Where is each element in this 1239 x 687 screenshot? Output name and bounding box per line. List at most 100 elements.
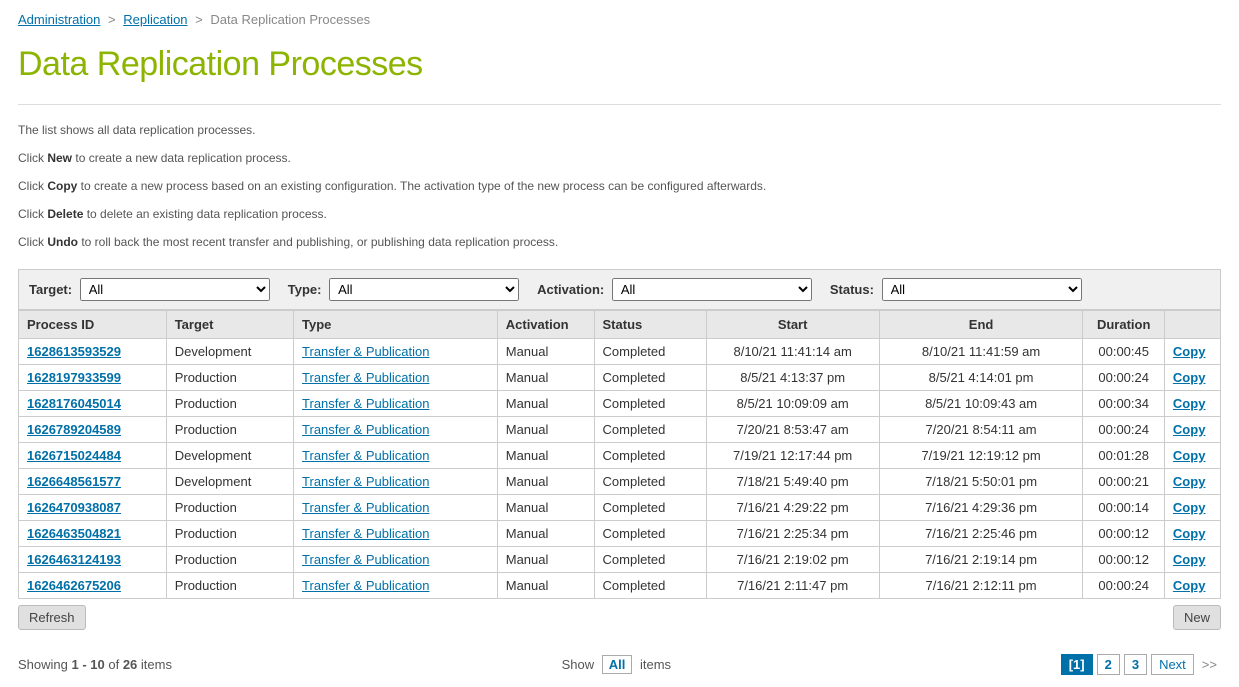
- col-copy: [1164, 311, 1220, 339]
- process-id-link[interactable]: 1626789204589: [27, 422, 121, 437]
- type-link[interactable]: Transfer & Publication: [302, 448, 429, 463]
- process-id-link[interactable]: 1626462675206: [27, 578, 121, 593]
- help-line5: Click Undo to roll back the most recent …: [18, 233, 1221, 251]
- page-1[interactable]: [1]: [1061, 654, 1093, 675]
- cell-duration: 00:00:45: [1083, 339, 1164, 365]
- process-table: Process ID Target Type Activation Status…: [18, 310, 1221, 599]
- table-row: 1626463124193 Production Transfer & Public…: [19, 547, 1221, 573]
- cell-start: 7/16/21 2:11:47 pm: [706, 573, 879, 599]
- cell-status: Completed: [594, 521, 706, 547]
- copy-link[interactable]: Copy: [1173, 474, 1206, 489]
- breadcrumb: Administration > Replication > Data Repl…: [18, 12, 1221, 27]
- breadcrumb-administration[interactable]: Administration: [18, 12, 100, 27]
- type-link[interactable]: Transfer & Publication: [302, 422, 429, 437]
- type-link[interactable]: Transfer & Publication: [302, 552, 429, 567]
- process-id-link[interactable]: 1626463504821: [27, 526, 121, 541]
- copy-link[interactable]: Copy: [1173, 396, 1206, 411]
- cell-start: 8/10/21 11:41:14 am: [706, 339, 879, 365]
- cell-start: 7/18/21 5:49:40 pm: [706, 469, 879, 495]
- copy-link[interactable]: Copy: [1173, 552, 1206, 567]
- cell-end: 8/5/21 10:09:43 am: [879, 391, 1083, 417]
- process-id-link[interactable]: 1626715024484: [27, 448, 121, 463]
- col-end[interactable]: End: [879, 311, 1083, 339]
- cell-duration: 00:01:28: [1083, 443, 1164, 469]
- cell-duration: 00:00:24: [1083, 365, 1164, 391]
- table-row: 1628176045014ProductionTransfer & Public…: [19, 391, 1221, 417]
- process-id-link[interactable]: 1626648561577: [27, 474, 121, 489]
- page-3[interactable]: 3: [1124, 654, 1147, 675]
- cell-start: 7/20/21 8:53:47 am: [706, 417, 879, 443]
- refresh-button[interactable]: Refresh: [18, 605, 86, 630]
- filter-type-select[interactable]: All: [329, 278, 519, 301]
- cell-target: Development: [166, 469, 293, 495]
- cell-activation: Manual: [497, 417, 594, 443]
- breadcrumb-sep: >: [108, 12, 116, 27]
- process-id-link[interactable]: 1626470938087: [27, 500, 121, 515]
- help-text: The list shows all data replication proc…: [18, 121, 1221, 251]
- process-id-link[interactable]: 1628176045014: [27, 396, 121, 411]
- cell-status: Completed: [594, 443, 706, 469]
- filter-status-select[interactable]: All: [882, 278, 1082, 301]
- show-per-page: Show All items: [562, 655, 671, 674]
- type-link[interactable]: Transfer & Publication: [302, 474, 429, 489]
- help-line3: Click Copy to create a new process based…: [18, 177, 1221, 195]
- process-id-link[interactable]: 1628613593529: [27, 344, 121, 359]
- cell-activation: Manual: [497, 365, 594, 391]
- page-next[interactable]: Next: [1151, 654, 1194, 675]
- filter-status-label: Status:: [830, 282, 874, 297]
- filter-activation-label: Activation:: [537, 282, 604, 297]
- filter-activation-select[interactable]: All: [612, 278, 812, 301]
- page-last[interactable]: >>: [1198, 655, 1221, 674]
- cell-end: 8/10/21 11:41:59 am: [879, 339, 1083, 365]
- cell-activation: Manual: [497, 391, 594, 417]
- col-target[interactable]: Target: [166, 311, 293, 339]
- col-status[interactable]: Status: [594, 311, 706, 339]
- col-activation[interactable]: Activation: [497, 311, 594, 339]
- type-link[interactable]: Transfer & Publication: [302, 344, 429, 359]
- col-process-id[interactable]: Process ID: [19, 311, 167, 339]
- copy-link[interactable]: Copy: [1173, 500, 1206, 515]
- type-link[interactable]: Transfer & Publication: [302, 526, 429, 541]
- type-link[interactable]: Transfer & Publication: [302, 500, 429, 515]
- copy-link[interactable]: Copy: [1173, 578, 1206, 593]
- cell-duration: 00:00:21: [1083, 469, 1164, 495]
- col-start[interactable]: Start: [706, 311, 879, 339]
- cell-target: Production: [166, 495, 293, 521]
- cell-start: 7/16/21 2:19:02 pm: [706, 547, 879, 573]
- new-button[interactable]: New: [1173, 605, 1221, 630]
- cell-end: 7/16/21 2:19:14 pm: [879, 547, 1083, 573]
- divider: [18, 104, 1221, 105]
- cell-duration: 00:00:24: [1083, 417, 1164, 443]
- process-id-link[interactable]: 1626463124193: [27, 552, 121, 567]
- cell-target: Production: [166, 521, 293, 547]
- copy-link[interactable]: Copy: [1173, 370, 1206, 385]
- show-select[interactable]: All: [602, 655, 633, 674]
- cell-status: Completed: [594, 469, 706, 495]
- cell-target: Production: [166, 547, 293, 573]
- breadcrumb-replication[interactable]: Replication: [123, 12, 187, 27]
- cell-start: 7/16/21 2:25:34 pm: [706, 521, 879, 547]
- cell-status: Completed: [594, 495, 706, 521]
- type-link[interactable]: Transfer & Publication: [302, 578, 429, 593]
- process-id-link[interactable]: 1628197933599: [27, 370, 121, 385]
- col-type[interactable]: Type: [294, 311, 498, 339]
- cell-status: Completed: [594, 391, 706, 417]
- page-2[interactable]: 2: [1097, 654, 1120, 675]
- copy-link[interactable]: Copy: [1173, 422, 1206, 437]
- cell-activation: Manual: [497, 339, 594, 365]
- showing-text: Showing 1 - 10 of 26 items: [18, 657, 172, 672]
- help-line2: Click New to create a new data replicati…: [18, 149, 1221, 167]
- copy-link[interactable]: Copy: [1173, 448, 1206, 463]
- cell-status: Completed: [594, 573, 706, 599]
- col-duration[interactable]: Duration: [1083, 311, 1164, 339]
- cell-activation: Manual: [497, 547, 594, 573]
- cell-duration: 00:00:14: [1083, 495, 1164, 521]
- cell-start: 7/16/21 4:29:22 pm: [706, 495, 879, 521]
- type-link[interactable]: Transfer & Publication: [302, 396, 429, 411]
- type-link[interactable]: Transfer & Publication: [302, 370, 429, 385]
- copy-link[interactable]: Copy: [1173, 344, 1206, 359]
- table-row: 1626789204589ProductionTransfer & Public…: [19, 417, 1221, 443]
- copy-link[interactable]: Copy: [1173, 526, 1206, 541]
- filter-target-select[interactable]: All: [80, 278, 270, 301]
- cell-activation: Manual: [497, 495, 594, 521]
